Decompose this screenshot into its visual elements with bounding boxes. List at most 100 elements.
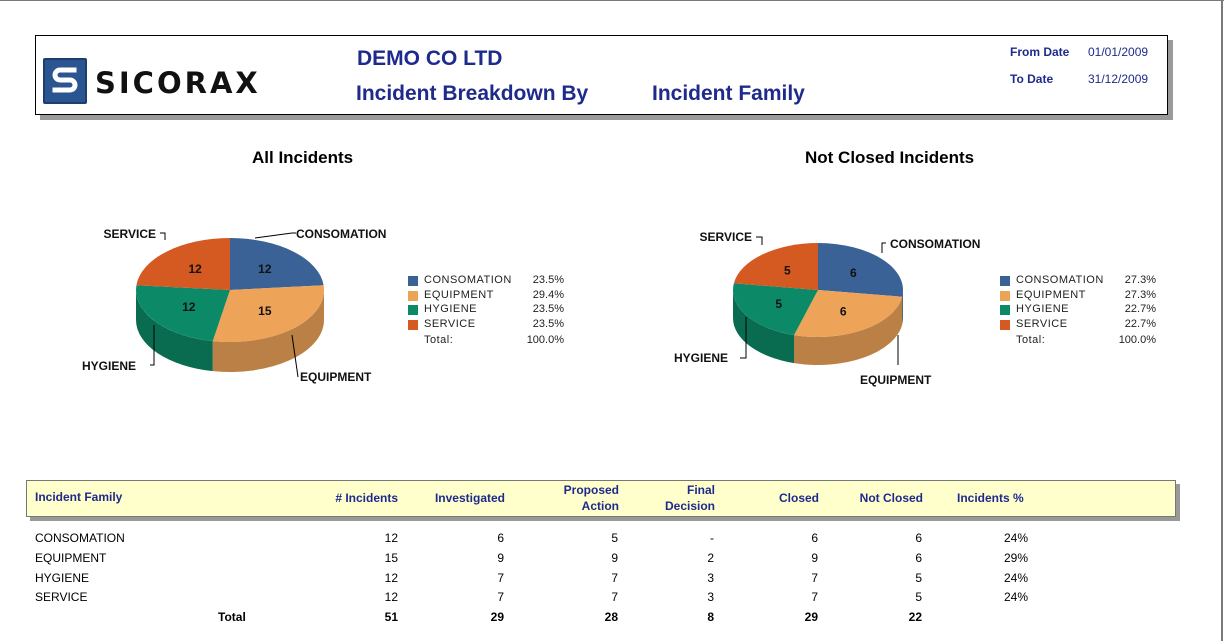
table-cell: - <box>710 531 714 545</box>
legend-swatch <box>408 290 418 301</box>
leader-line <box>756 236 763 245</box>
legend-swatch <box>408 276 418 286</box>
pie-category-label: CONSOMATION <box>296 227 386 241</box>
table-header: Incident Family # Incidents Investigated… <box>26 480 1176 517</box>
pie-slice-equipment <box>212 285 324 342</box>
legend-percent: 27.3% <box>1124 288 1156 301</box>
report-title-grouping: Incident Family <box>652 82 805 105</box>
total-investigated: 29 <box>490 610 504 624</box>
legend-swatch <box>408 305 418 315</box>
legend-label: EQUIPMENT <box>424 288 494 301</box>
pie-category-label: EQUIPMENT <box>300 370 372 384</box>
legend-label: SERVICE <box>424 317 476 330</box>
col-header-investigated: Investigated <box>434 491 505 505</box>
window-right-border <box>1221 0 1223 641</box>
legend-percent: 23.5% <box>532 303 564 315</box>
total-closed: 29 <box>804 610 818 624</box>
table-cell: 7 <box>611 571 618 585</box>
legend-percent: 27.3% <box>1124 274 1156 286</box>
chart-title-all-incidents: All Incidents <box>252 148 354 167</box>
table-cell: 12 <box>384 571 398 585</box>
pie-slice-equipment <box>794 290 903 337</box>
pie-depth <box>733 290 903 365</box>
table-cell: 5 <box>611 531 618 545</box>
col-header-incidents-pct: Incidents % <box>957 491 1024 505</box>
table-cell: 6 <box>915 551 922 565</box>
pie-value-label: 12 <box>258 262 272 276</box>
table-cell: 15 <box>384 551 398 565</box>
legend-total-percent: 100.0% <box>1118 334 1156 346</box>
legend-percent: 29.4% <box>532 288 564 301</box>
leader-line <box>291 334 299 378</box>
table-cell: 12 <box>384 590 398 604</box>
legend-swatch <box>1000 305 1010 315</box>
legend-swatch <box>1000 276 1010 286</box>
col-header-not-closed: Not Closed <box>859 491 923 505</box>
company-name: DEMO CO LTD <box>357 47 503 70</box>
pie-depth <box>136 290 324 372</box>
pie-category-label: CONSOMATION <box>890 237 980 251</box>
legend-percent: 23.5% <box>532 274 564 286</box>
total-proposed-action: 28 <box>604 610 618 624</box>
col-header-proposed-action: Proposed Action <box>563 483 619 513</box>
pie-category-label: HYGIENE <box>674 351 728 365</box>
pie-value-label: 6 <box>840 305 847 319</box>
leader-line <box>160 232 166 240</box>
total-final-decision: 8 <box>707 610 714 624</box>
table-cell: 24% <box>1003 571 1028 585</box>
pie-value-label: 12 <box>188 262 202 276</box>
legend-percent: 22.7% <box>1124 303 1156 315</box>
window-top-border <box>0 0 1224 1</box>
table-cell: 12 <box>384 531 398 545</box>
pie-side-hygiene <box>733 290 795 364</box>
pie-slice-consomation <box>230 238 324 290</box>
pie-chart-all-incidents: 12 15 12 12 CONSOMATION EQUIPMENT HYGIENE SERVI… <box>82 227 386 384</box>
legend-total-label: Total: <box>424 334 454 346</box>
to-date-label: To Date <box>1010 72 1054 86</box>
table-cell: 7 <box>497 571 504 585</box>
pie-category-label: EQUIPMENT <box>860 373 932 387</box>
table-cell-family: HYGIENE <box>35 571 90 585</box>
legend-label: CONSOMATION <box>1016 274 1104 286</box>
legend-label: HYGIENE <box>424 303 478 315</box>
pie-category-label: HYGIENE <box>82 359 136 373</box>
legend-all-incidents: CONSOMATION 23.5% EQUIPMENT 29.4% HYGIENE 23.… <box>408 274 578 354</box>
col-header-incidents: # Incidents <box>335 491 398 505</box>
col-header-incident-family: Incident Family <box>35 490 123 504</box>
pie-side-consomation <box>902 290 903 325</box>
pie-category-label: SERVICE <box>104 227 156 241</box>
table-cell: 9 <box>611 551 618 565</box>
pie-value-label: 5 <box>775 297 782 311</box>
table-cell: 6 <box>915 531 922 545</box>
pie-slice-service <box>136 238 230 290</box>
legend-label: SERVICE <box>1016 317 1068 330</box>
pie-chart-not-closed-incidents: 6 6 5 5 CONSOMATION EQUIPMENT HYGIENE SERVICE <box>674 230 980 387</box>
table-cell: 3 <box>707 571 714 585</box>
table-cell-family: SERVICE <box>35 590 88 604</box>
pie-side-equipment <box>794 296 903 365</box>
pie-category-label: SERVICE <box>700 230 752 244</box>
logo-text: SICORAX <box>95 66 261 100</box>
table-cell: 7 <box>811 590 818 604</box>
table-cell: 3 <box>707 590 714 604</box>
table-cell: 24% <box>1003 531 1028 545</box>
total-incidents: 51 <box>384 610 398 624</box>
leader-line <box>740 317 747 359</box>
legend-percent: 22.7% <box>1124 317 1156 330</box>
table-cell: 7 <box>497 590 504 604</box>
from-date-label: From Date <box>1010 45 1070 59</box>
pie-value-label: 6 <box>850 266 857 280</box>
report-title: Incident Breakdown By <box>356 82 589 105</box>
pie-slice-hygiene <box>136 285 230 342</box>
pie-side-hygiene <box>136 290 213 372</box>
leader-line <box>881 242 886 253</box>
col-header-final-decision: Final Decision <box>664 483 715 513</box>
chart-title-not-closed-incidents: Not Closed Incidents <box>805 148 975 167</box>
table-cell: 6 <box>497 531 504 545</box>
pie-value-label: 5 <box>784 263 791 277</box>
table-cell: 29% <box>1003 551 1028 565</box>
table-cell: 7 <box>811 571 818 585</box>
to-date-value: 31/12/2009 <box>1088 72 1149 86</box>
leader-line <box>254 232 296 239</box>
col-header-closed: Closed <box>778 491 819 505</box>
